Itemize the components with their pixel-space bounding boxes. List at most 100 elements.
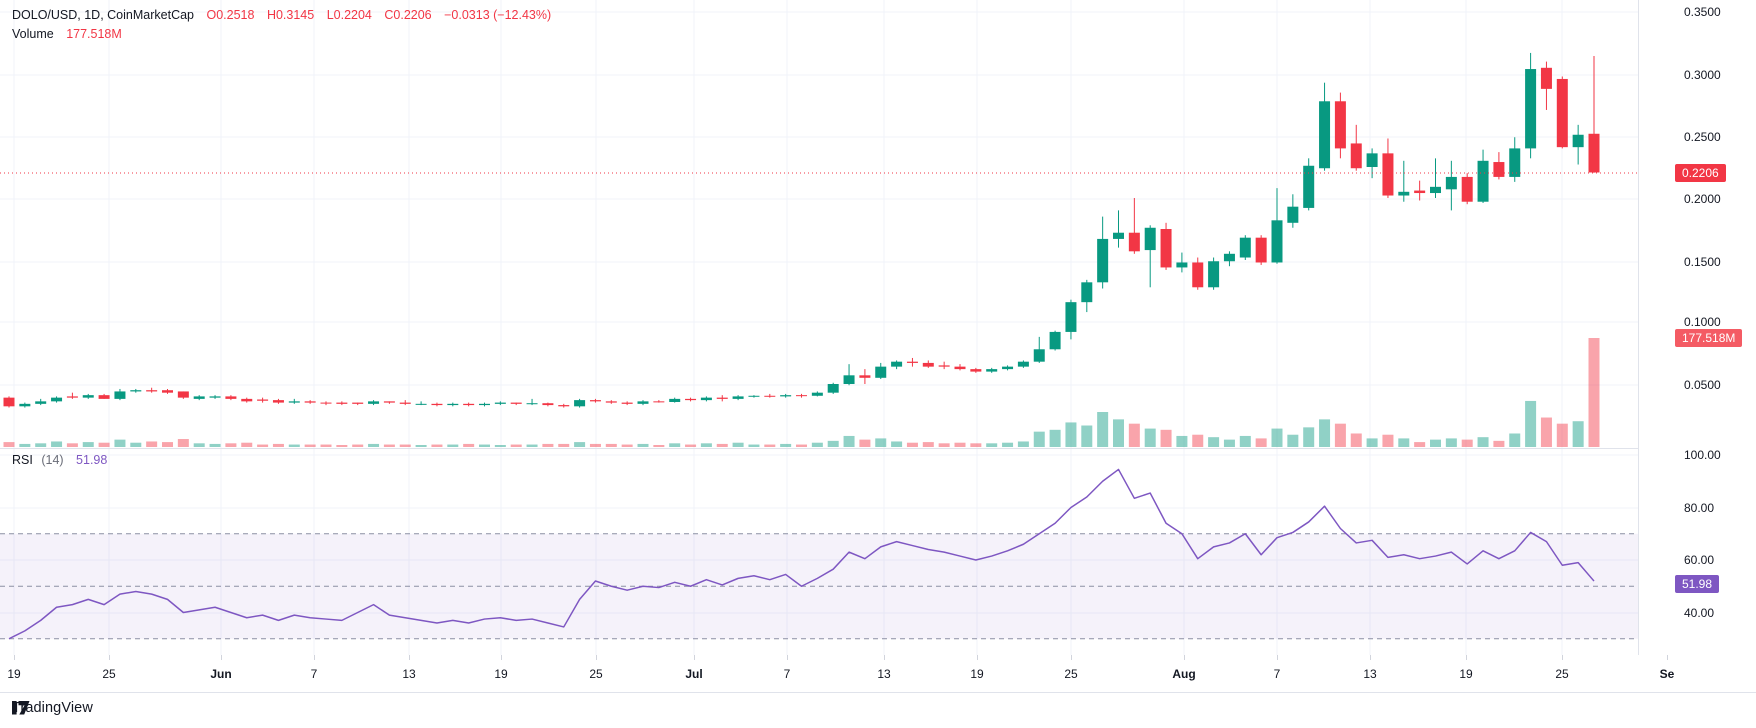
symbol-legend: DOLO/USD, 1D, CoinMarketCap O0.2518 H0.3… xyxy=(12,8,560,22)
candle-body xyxy=(146,390,158,392)
candle-body xyxy=(1223,253,1235,262)
volume-bar xyxy=(621,444,633,447)
time-tick xyxy=(1667,655,1668,660)
volume-bar xyxy=(922,442,934,447)
candle-body xyxy=(51,397,63,402)
volume-bar xyxy=(1430,439,1441,447)
rsi-value-badge: 51.98 xyxy=(1675,575,1720,593)
candle-body xyxy=(1271,220,1283,263)
volume-bar xyxy=(811,442,823,447)
time-axis-scale[interactable]: 19 25 Jun 7 13 19 25 Jul 7 13 19 25 Aug 7 13 19 25 Se xyxy=(0,655,1756,692)
candle-body xyxy=(685,398,697,401)
candle-body xyxy=(1382,153,1394,196)
candle-body xyxy=(399,402,411,404)
volume-bar xyxy=(1271,428,1283,447)
volume-bar xyxy=(986,443,998,447)
volume-bar xyxy=(51,441,63,447)
volume-bar xyxy=(1319,419,1331,447)
volume-bar xyxy=(336,445,348,447)
candle-body xyxy=(1414,190,1426,194)
candle-body xyxy=(938,365,950,367)
candle-body xyxy=(352,402,364,404)
candle-body xyxy=(922,362,934,367)
candle-body xyxy=(1113,232,1124,239)
price-axis-border xyxy=(1638,0,1639,692)
time-label: 7 xyxy=(1273,667,1281,681)
volume-bar xyxy=(209,443,221,447)
volume-bar xyxy=(3,442,15,447)
candle-body xyxy=(811,392,823,396)
volume-bar xyxy=(494,445,506,447)
volume-bar xyxy=(1239,435,1251,447)
time-label: 7 xyxy=(310,667,318,681)
volume-bar xyxy=(1223,439,1235,447)
candle-body xyxy=(463,403,475,406)
time-tick xyxy=(109,655,110,660)
volume-bar xyxy=(162,442,173,447)
axis-label: 0.3000 xyxy=(1684,68,1721,82)
volume-bar xyxy=(1414,442,1426,447)
candle-body xyxy=(589,400,601,402)
candle-body xyxy=(1477,160,1489,202)
volume-bar xyxy=(542,443,554,447)
price-pane[interactable] xyxy=(0,0,1638,448)
candle-body xyxy=(827,384,839,393)
volume-bar xyxy=(479,444,490,447)
time-label: 25 xyxy=(1555,667,1569,681)
volume-bar xyxy=(1445,438,1457,447)
candle-body xyxy=(35,401,47,404)
candle-body xyxy=(177,391,189,398)
volume-bar xyxy=(1461,439,1473,447)
candle-body xyxy=(700,397,712,401)
time-tick xyxy=(694,655,695,660)
volume-bar xyxy=(146,441,158,447)
volume-bar xyxy=(605,443,617,447)
pane-separator-price-rsi[interactable] xyxy=(0,448,1756,449)
time-tick xyxy=(314,655,315,660)
volume-bar xyxy=(589,443,601,447)
time-tick xyxy=(14,655,15,660)
candle-body xyxy=(558,405,570,407)
candle-body xyxy=(1588,133,1600,173)
axis-label: 60.00 xyxy=(1684,553,1715,567)
volume-bar xyxy=(304,444,316,447)
volume-badge: 177.518M xyxy=(1675,329,1743,347)
time-tick xyxy=(977,655,978,660)
volume-bar xyxy=(415,445,427,447)
volume-bar xyxy=(1540,417,1552,447)
volume-bar xyxy=(875,438,887,447)
rsi-pane[interactable] xyxy=(0,448,1638,655)
volume-bar xyxy=(1493,440,1505,447)
tradingview-logo[interactable]: TradingView xyxy=(12,700,93,716)
time-tick xyxy=(409,655,410,660)
candle-body xyxy=(162,390,173,393)
time-label: 25 xyxy=(102,667,116,681)
candle-body xyxy=(1097,238,1109,283)
ohlc-low: L0.2204 xyxy=(326,8,372,22)
volume-bar xyxy=(796,444,807,447)
candle-body xyxy=(574,400,586,407)
candle-body xyxy=(1366,153,1378,167)
candle-body xyxy=(716,397,728,399)
candle-body xyxy=(875,366,887,378)
axis-label: 0.1000 xyxy=(1684,315,1721,329)
candle-body xyxy=(272,400,284,403)
volume-bar xyxy=(669,443,681,447)
volume-bar xyxy=(368,443,380,447)
volume-bar xyxy=(1128,423,1140,447)
candle-body xyxy=(1017,361,1029,367)
volume-bar xyxy=(1081,425,1093,447)
rsi-period: (14) xyxy=(41,453,64,467)
volume-bar xyxy=(19,443,31,447)
time-label: Aug xyxy=(1172,667,1196,681)
candle-body xyxy=(19,403,31,407)
volume-bar xyxy=(906,442,918,447)
volume-bar xyxy=(764,444,776,447)
candle-body xyxy=(257,399,269,401)
volume-bar xyxy=(1176,435,1188,447)
axis-label: 40.00 xyxy=(1684,606,1715,620)
candle-body xyxy=(383,401,395,403)
volume-bar xyxy=(510,444,522,447)
candle-body xyxy=(891,361,903,367)
volume-bar xyxy=(1113,419,1124,447)
